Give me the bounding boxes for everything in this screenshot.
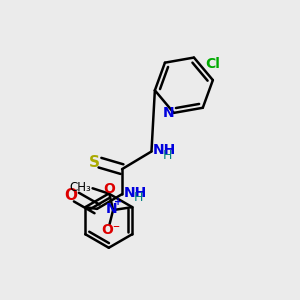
Text: O: O <box>64 188 78 203</box>
Text: N: N <box>106 202 117 217</box>
Text: S: S <box>89 154 100 169</box>
Text: O: O <box>103 182 116 197</box>
Text: NH: NH <box>153 143 176 157</box>
Text: +: + <box>114 197 122 207</box>
Text: Cl: Cl <box>206 57 220 71</box>
Text: N: N <box>163 106 174 120</box>
Text: CH₃: CH₃ <box>69 181 91 194</box>
Text: H: H <box>134 191 143 205</box>
Text: NH: NH <box>124 186 147 200</box>
Text: O⁻: O⁻ <box>101 223 120 236</box>
Text: H: H <box>163 149 172 162</box>
